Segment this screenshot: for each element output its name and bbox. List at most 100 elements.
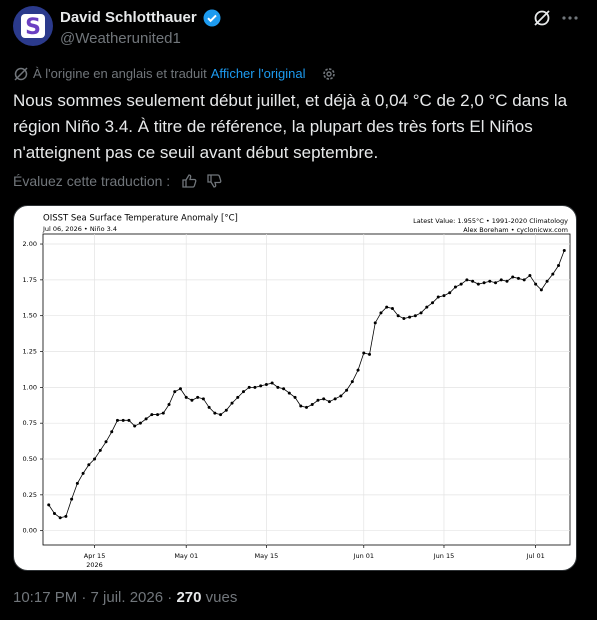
rate-translation: Évaluez cette traduction : [13,173,171,189]
data-point [390,307,394,311]
translate-icon [14,67,28,81]
data-point [52,511,56,515]
y-tick-label: 1.50 [23,312,37,320]
x-tick-label: May 01 [174,552,198,560]
data-point [499,278,503,282]
svg-text:S: S [25,15,41,40]
data-point [305,405,308,409]
y-tick-label: 0.50 [23,455,37,463]
chart-subtitle: Jul 06, 2026 • Niño 3.4 [42,225,117,233]
data-point [459,282,463,286]
data-point [368,352,372,356]
x-tick-label: May 15 [255,552,279,560]
verified-badge [203,9,221,27]
data-point [178,387,182,391]
data-point [230,401,234,405]
data-point [87,463,91,467]
thumbs-up[interactable] [181,173,197,189]
time-date[interactable]: 10:17 PM · 7 juil. 2026 · [13,589,173,606]
data-point [110,430,114,434]
data-point [402,317,406,321]
thumbs-down[interactable] [206,173,222,189]
show-original-link[interactable]: Afficher l'original [210,66,306,81]
y-tick-label: 0.25 [23,491,37,499]
data-point [436,295,440,299]
x-tick-label: Jun 01 [353,552,375,560]
data-point [201,397,205,401]
data-point [562,248,566,252]
data-point [522,278,526,282]
avatar[interactable]: S [13,6,53,46]
data-point [539,288,543,292]
views-label: vues [205,589,238,606]
data-point [488,279,492,283]
data-point [161,411,165,415]
x-tick-label: Apr 15 [84,552,106,560]
more-button[interactable] [560,8,580,28]
data-point [431,301,435,305]
data-point [557,264,561,268]
chart-background [13,205,577,571]
data-point [190,398,194,402]
data-point [270,381,274,385]
data-point [396,314,400,318]
data-point [448,291,452,295]
data-point [144,417,148,421]
data-point [505,279,509,283]
data-point [545,279,549,283]
data-point [453,285,457,289]
data-point [425,305,429,309]
data-point [98,448,102,452]
data-point [207,405,211,409]
data-point [322,397,326,401]
data-point [213,411,217,415]
tweet-footer: 10:17 PM · 7 juil. 2026 · 270 vues [13,589,237,606]
view-count: 270 [176,589,202,606]
y-tick-label: 0.75 [23,419,37,427]
data-point [58,516,62,520]
translation-note: À l'origine en anglais et traduit Affiche… [33,66,306,81]
data-point [287,391,291,395]
data-point [138,421,142,425]
data-point [471,279,475,283]
data-point [75,481,79,485]
data-point [282,387,286,391]
data-point [408,315,412,319]
data-point [93,457,97,461]
data-point [81,471,85,475]
data-point [247,385,251,389]
x-tick-label: Jul 01 [526,552,545,560]
credit: Alex Boreham • cyclonicwx.com [463,226,568,234]
settings-icon[interactable] [321,66,337,82]
y-tick-label: 2.00 [23,240,37,248]
data-point [511,275,515,279]
data-point [310,403,314,407]
data-point [224,408,228,412]
data-point [184,395,188,399]
data-point [293,395,297,399]
data-point [316,398,320,402]
author-handle[interactable]: @Weatherunited1 [60,30,181,47]
data-point [219,413,223,417]
data-point [150,413,154,417]
data-point [276,385,280,389]
data-point [236,395,240,399]
tweet-text: Nous sommes seulement début juillet, et … [13,91,568,162]
data-point [196,395,200,399]
y-tick-label: 0.00 [23,527,37,535]
translation-text: À l'origine en anglais et traduit [33,66,207,81]
data-point [253,385,257,389]
data-point [327,400,331,404]
chart-image[interactable]: OISST Sea Surface Temperature Anomaly [°… [13,205,577,571]
data-point [241,390,245,394]
data-point [259,384,263,388]
data-point [362,351,366,355]
data-point [156,413,160,417]
data-point [299,404,303,408]
author-name[interactable]: David Schlotthauer [60,9,197,26]
grok-icon[interactable] [532,8,552,28]
data-point [534,282,538,286]
data-point [482,281,486,285]
data-point [379,311,383,315]
